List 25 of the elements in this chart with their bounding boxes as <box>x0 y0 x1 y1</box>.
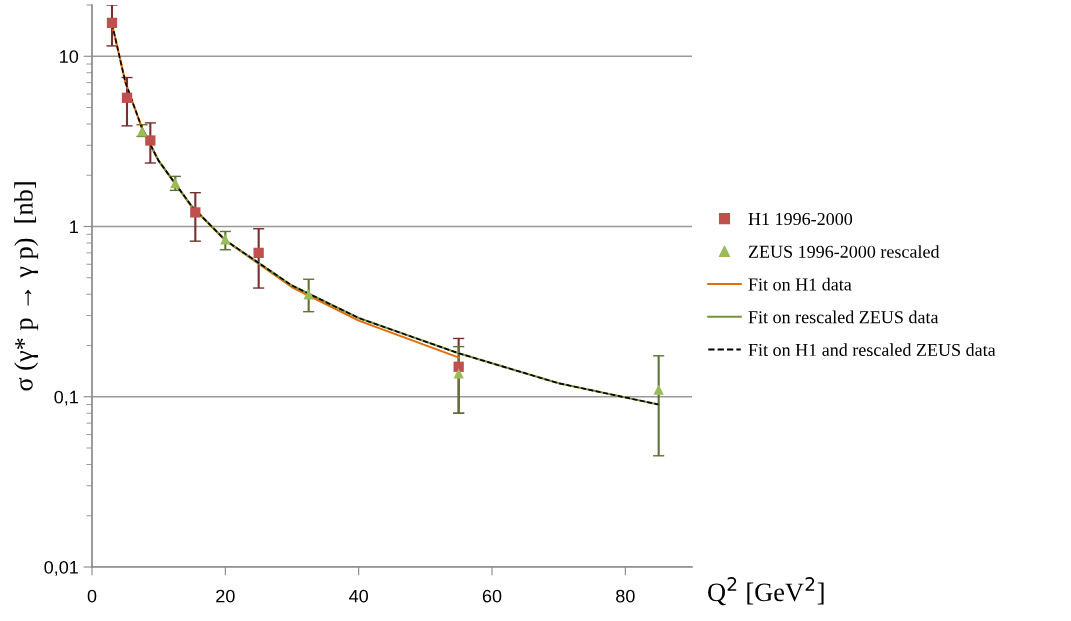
x-tick-label: 80 <box>616 589 635 603</box>
y-tick-label: 0,1 <box>54 390 78 406</box>
legend-label: Fit on rescaled ZEUS data <box>748 310 939 324</box>
y-axis-title: σ (γ* p → γ p) [nb] <box>14 182 39 391</box>
point <box>220 234 231 245</box>
point <box>303 289 314 300</box>
y-tick-label: 1 <box>70 220 78 234</box>
x-tick-label: 60 <box>482 589 502 603</box>
point <box>453 368 464 379</box>
legend-label: Fit on H1 and rescaled ZEUS data <box>748 343 996 357</box>
point <box>121 92 133 103</box>
x-tick-label: 0 <box>87 589 97 603</box>
y-tick-label: 0,01 <box>44 560 78 576</box>
y-tick-label: 10 <box>60 50 79 63</box>
x-axis-title: Q$^{2}$ [GeV$^{2}$] <box>708 577 824 606</box>
legend-label: ZEUS 1996-2000 rescaled <box>748 245 940 258</box>
point <box>145 135 156 146</box>
legend-label: Fit on H1 data <box>748 277 852 291</box>
x-tick-label: 20 <box>216 589 235 603</box>
point <box>653 384 664 395</box>
point <box>106 17 118 29</box>
legend-label: H1 1996-2000 <box>748 212 853 226</box>
x-tick-label: 40 <box>349 589 368 603</box>
point <box>190 207 201 218</box>
point <box>253 247 264 259</box>
